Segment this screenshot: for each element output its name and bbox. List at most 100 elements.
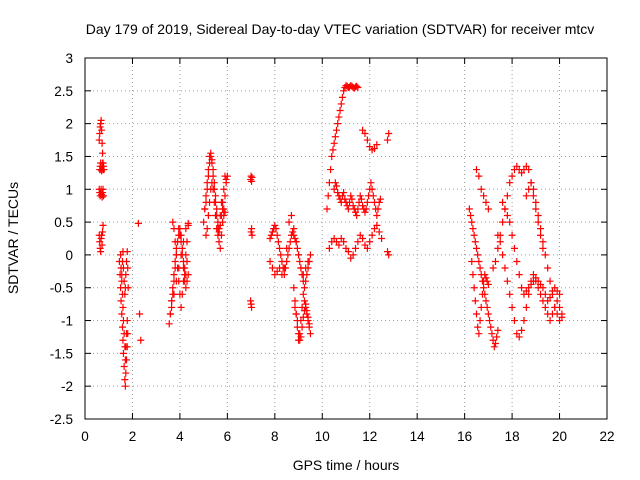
data-point	[165, 320, 173, 328]
data-point	[501, 264, 509, 272]
data-point	[119, 303, 127, 311]
data-point	[349, 202, 357, 210]
data-point	[488, 330, 496, 338]
data-point	[248, 173, 256, 181]
data-point	[177, 303, 185, 311]
data-point	[501, 205, 509, 213]
data-point	[296, 336, 304, 344]
y-tick-label: 2.5	[54, 84, 73, 99]
data-point	[169, 218, 177, 226]
data-point	[510, 317, 518, 325]
data-point	[178, 244, 186, 252]
data-point	[121, 290, 129, 298]
y-tick-label: -2	[61, 379, 73, 394]
data-point	[100, 192, 108, 200]
data-point	[296, 257, 304, 265]
data-point	[178, 290, 186, 298]
data-point	[369, 192, 377, 200]
x-tick-label: 16	[457, 429, 472, 444]
data-point	[359, 235, 367, 242]
data-point	[121, 376, 129, 384]
data-point	[363, 244, 371, 252]
data-point	[168, 303, 176, 311]
data-point	[172, 277, 180, 285]
data-point	[122, 369, 130, 377]
data-point	[490, 343, 498, 351]
data-point	[373, 141, 381, 149]
y-tick-label: 1	[65, 182, 73, 197]
data-point	[297, 333, 305, 341]
x-tick-label: 20	[552, 429, 567, 444]
data-point	[357, 195, 365, 203]
data-point	[474, 251, 482, 259]
data-point	[248, 225, 256, 233]
data-point	[469, 271, 477, 279]
data-point	[344, 205, 352, 213]
data-point	[200, 218, 208, 226]
data-point	[136, 310, 144, 318]
plot-frame	[84, 57, 608, 420]
data-point	[202, 231, 210, 239]
data-point	[470, 231, 478, 239]
data-point	[179, 277, 187, 285]
data-point	[539, 244, 547, 252]
data-point	[384, 136, 392, 144]
data-point	[368, 231, 376, 239]
data-point	[207, 152, 215, 160]
data-point	[299, 271, 307, 279]
data-point	[353, 212, 361, 220]
data-point	[373, 221, 381, 229]
data-point	[287, 212, 295, 220]
data-point	[213, 205, 221, 213]
data-point	[292, 238, 300, 246]
data-point	[221, 192, 229, 200]
data-point	[506, 179, 514, 187]
x-tick-label: 6	[224, 429, 232, 444]
data-point	[171, 238, 179, 246]
data-point	[534, 212, 542, 220]
x-tick-label: 0	[81, 429, 89, 444]
data-point	[304, 257, 312, 265]
data-point	[473, 166, 480, 174]
data-point	[299, 290, 307, 298]
data-point	[221, 208, 229, 216]
data-point	[286, 238, 294, 246]
data-point	[473, 310, 480, 318]
data-point	[548, 290, 556, 298]
data-point	[354, 238, 362, 246]
data-point	[506, 290, 514, 298]
data-point	[476, 264, 484, 272]
data-point	[168, 297, 176, 305]
data-point	[532, 198, 540, 206]
data-point	[508, 172, 516, 180]
data-point	[248, 303, 256, 311]
data-point	[99, 166, 107, 174]
data-point	[214, 231, 222, 239]
data-point	[361, 129, 369, 137]
data-point	[340, 238, 348, 246]
data-point	[215, 225, 223, 233]
data-point	[293, 317, 301, 325]
data-point	[221, 172, 229, 180]
data-point	[123, 317, 131, 325]
data-point	[506, 218, 514, 226]
data-point	[268, 264, 276, 272]
data-point	[120, 277, 128, 285]
data-point	[170, 225, 178, 233]
y-tick-label: -1.5	[50, 346, 73, 361]
data-point	[363, 136, 371, 144]
data-point	[329, 146, 337, 154]
data-point	[278, 271, 286, 279]
data-point	[335, 241, 343, 249]
y-tick-label: 0.5	[54, 215, 73, 230]
data-point	[527, 179, 535, 187]
data-point	[363, 198, 371, 206]
data-point	[494, 231, 502, 239]
data-point	[290, 284, 298, 292]
data-point	[356, 192, 364, 200]
data-point	[176, 231, 184, 239]
data-point	[182, 284, 190, 292]
y-tick-label: -2.5	[50, 412, 73, 427]
data-point	[117, 297, 125, 305]
data-point	[367, 179, 375, 187]
